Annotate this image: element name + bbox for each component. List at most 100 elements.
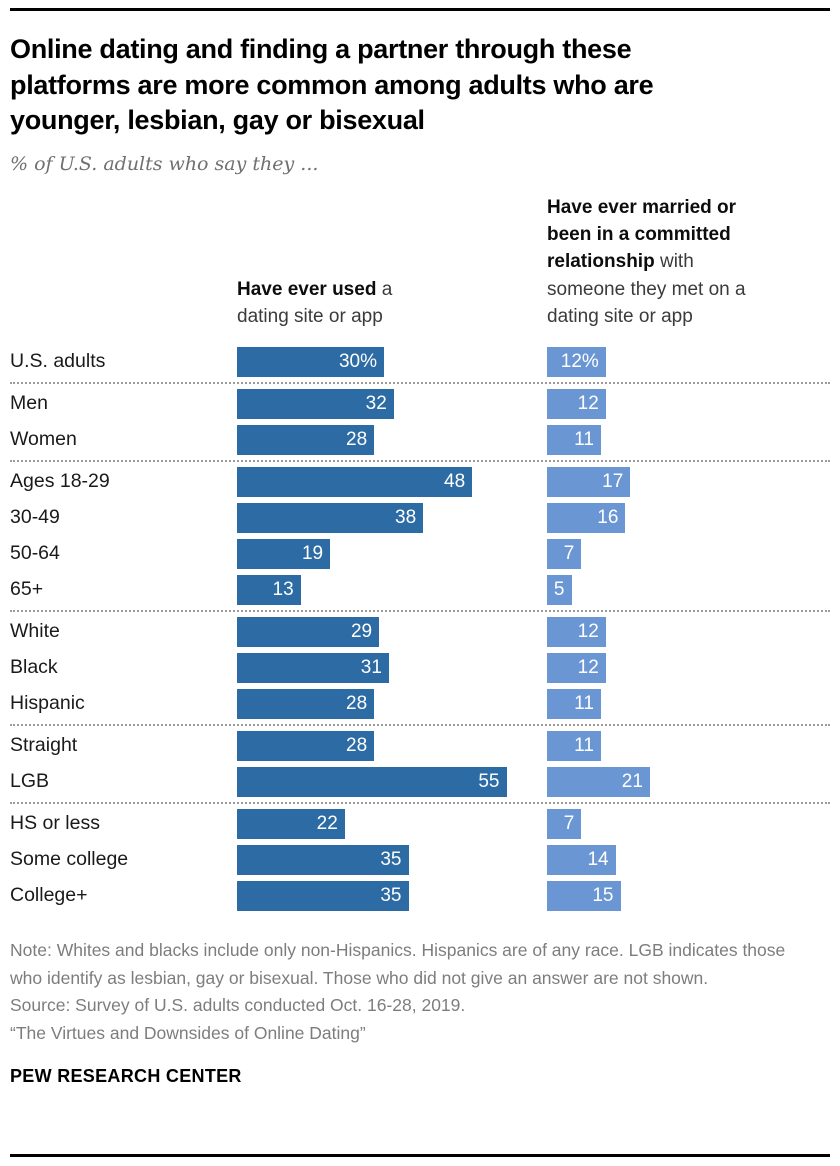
chart-row: LGB 55 21 bbox=[10, 766, 830, 797]
column-headers: Have ever used a dating site or app Have… bbox=[10, 175, 830, 347]
group-race: White 29 12 Black 31 12 Hispanic 28 11 bbox=[10, 616, 830, 726]
chart-row: Women 28 11 bbox=[10, 424, 830, 455]
married-bar-cell: 15 bbox=[547, 880, 830, 911]
used-bar: 28 bbox=[237, 424, 375, 455]
bottom-rule bbox=[10, 1154, 830, 1157]
footer-note: Note: Whites and blacks include only non… bbox=[10, 939, 786, 988]
row-label: Hispanic bbox=[10, 692, 85, 715]
used-bar: 30% bbox=[237, 346, 384, 377]
chart-row: Black 31 12 bbox=[10, 652, 830, 683]
used-bar: 55 bbox=[237, 766, 507, 797]
row-label: Black bbox=[10, 656, 58, 679]
row-label: Ages 18-29 bbox=[10, 470, 110, 493]
used-bar: 35 bbox=[237, 880, 409, 911]
chart-row: Some college 35 14 bbox=[10, 844, 830, 875]
column-header-used-rest: a dating site or app bbox=[237, 278, 393, 327]
married-bar: 5 bbox=[547, 574, 572, 605]
married-bar-cell: 12% bbox=[547, 346, 830, 377]
row-label: 50-64 bbox=[10, 542, 60, 565]
used-bar: 38 bbox=[237, 502, 424, 533]
married-bar-cell: 12 bbox=[547, 616, 830, 647]
married-bar-cell: 7 bbox=[547, 808, 830, 839]
married-bar: 16 bbox=[547, 502, 626, 533]
used-bar: 32 bbox=[237, 388, 394, 419]
row-label: 65+ bbox=[10, 578, 44, 601]
footer-source: Source: Survey of U.S. adults conducted … bbox=[10, 995, 466, 1016]
married-bar: 7 bbox=[547, 808, 582, 839]
used-bar-cell: 55 bbox=[237, 766, 547, 797]
column-header-married-strong: Have ever married or been in a committed… bbox=[547, 197, 737, 273]
top-rule bbox=[10, 8, 830, 11]
group-total: U.S. adults 30% 12% bbox=[10, 346, 830, 384]
used-bar: 19 bbox=[237, 538, 331, 569]
chart-row: College+ 35 15 bbox=[10, 880, 830, 911]
column-header-married-rest: with someone they met on a dating site o… bbox=[547, 251, 746, 327]
chart-groups: U.S. adults 30% 12% Men 32 12 Women 28 11 Ages 18… bbox=[10, 346, 830, 916]
chart-row: 30-49 38 16 bbox=[10, 502, 830, 533]
chart-row: U.S. adults 30% 12% bbox=[10, 346, 830, 377]
chart-row: White 29 12 bbox=[10, 616, 830, 647]
married-bar-cell: 21 bbox=[547, 766, 830, 797]
brand-name: PEW RESEARCH CENTER bbox=[10, 1066, 242, 1087]
used-bar-cell: 31 bbox=[237, 652, 547, 683]
row-label: Straight bbox=[10, 734, 78, 757]
used-bar-cell: 30% bbox=[237, 346, 547, 377]
married-bar: 12 bbox=[547, 388, 606, 419]
footer-report-title: “The Virtues and Downsides of Online Dat… bbox=[10, 1022, 366, 1043]
used-bar-cell: 35 bbox=[237, 880, 547, 911]
used-bar-cell: 29 bbox=[237, 616, 547, 647]
row-label: HS or less bbox=[10, 812, 100, 835]
row-label: Women bbox=[10, 428, 77, 451]
group-age: Ages 18-29 48 17 30-49 38 16 50-64 19 7 65+ 13 5 bbox=[10, 466, 830, 612]
married-bar: 17 bbox=[547, 466, 631, 497]
used-bar: 22 bbox=[237, 808, 345, 839]
married-bar: 14 bbox=[547, 844, 616, 875]
used-bar-cell: 35 bbox=[237, 844, 547, 875]
used-bar-cell: 28 bbox=[237, 424, 547, 455]
married-bar: 21 bbox=[547, 766, 650, 797]
used-bar: 29 bbox=[237, 616, 380, 647]
row-label: U.S. adults bbox=[10, 350, 106, 373]
used-bar: 48 bbox=[237, 466, 473, 497]
married-bar: 12 bbox=[547, 652, 606, 683]
row-label: College+ bbox=[10, 884, 88, 907]
column-header-married: Have ever married or been in a committed… bbox=[547, 194, 772, 330]
married-bar-cell: 11 bbox=[547, 730, 830, 761]
used-bar-cell: 22 bbox=[237, 808, 547, 839]
chart-row: 65+ 13 5 bbox=[10, 574, 830, 605]
chart-row: Straight 28 11 bbox=[10, 730, 830, 761]
married-bar: 11 bbox=[547, 424, 601, 455]
chart-footer: Note: Whites and blacks include only non… bbox=[10, 937, 830, 1088]
chart-subtitle: % of U.S. adults who say they ... bbox=[10, 152, 319, 175]
married-bar: 7 bbox=[547, 538, 582, 569]
chart-row: Ages 18-29 48 17 bbox=[10, 466, 830, 497]
chart-title: Online dating and finding a partner thro… bbox=[10, 34, 654, 136]
married-bar: 12 bbox=[547, 616, 606, 647]
married-bar: 11 bbox=[547, 730, 601, 761]
used-bar-cell: 28 bbox=[237, 688, 547, 719]
column-header-used: Have ever used a dating site or app bbox=[237, 276, 422, 330]
used-bar-cell: 28 bbox=[237, 730, 547, 761]
married-bar-cell: 7 bbox=[547, 538, 830, 569]
used-bar-cell: 13 bbox=[237, 574, 547, 605]
married-bar: 15 bbox=[547, 880, 621, 911]
group-orientation: Straight 28 11 LGB 55 21 bbox=[10, 730, 830, 804]
used-bar: 35 bbox=[237, 844, 409, 875]
chart-row: 50-64 19 7 bbox=[10, 538, 830, 569]
married-bar-cell: 12 bbox=[547, 652, 830, 683]
row-label: Some college bbox=[10, 848, 129, 871]
row-label: LGB bbox=[10, 770, 50, 793]
used-bar-cell: 38 bbox=[237, 502, 547, 533]
group-gender: Men 32 12 Women 28 11 bbox=[10, 388, 830, 462]
row-label: 30-49 bbox=[10, 506, 60, 529]
married-bar-cell: 16 bbox=[547, 502, 830, 533]
column-header-used-strong: Have ever used bbox=[237, 278, 377, 300]
row-label: White bbox=[10, 620, 60, 643]
married-bar-cell: 12 bbox=[547, 388, 830, 419]
used-bar: 13 bbox=[237, 574, 301, 605]
used-bar: 28 bbox=[237, 688, 375, 719]
married-bar-cell: 5 bbox=[547, 574, 830, 605]
married-bar-cell: 17 bbox=[547, 466, 830, 497]
married-bar: 12% bbox=[547, 346, 606, 377]
used-bar: 31 bbox=[237, 652, 389, 683]
